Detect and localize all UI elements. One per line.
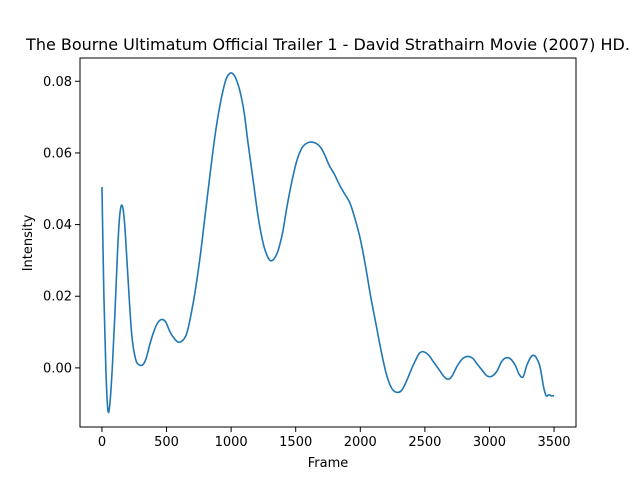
y-tick-label: 0.08 xyxy=(43,75,72,90)
x-tick-label: 1500 xyxy=(279,435,312,450)
y-tick-label: 0.02 xyxy=(43,290,72,305)
y-axis-label: Intensity xyxy=(21,214,36,271)
y-tick-label: 0.06 xyxy=(43,146,72,161)
x-axis-label: Frame xyxy=(308,456,349,471)
plot-area-frame xyxy=(79,57,577,428)
x-tick-label: 1000 xyxy=(215,435,248,450)
x-tick-label: 3500 xyxy=(537,435,570,450)
x-tick-label: 2500 xyxy=(408,435,441,450)
chart-title: The Bourne Ultimatum Official Trailer 1 … xyxy=(25,35,630,54)
x-tick-label: 2000 xyxy=(344,435,377,450)
series-line xyxy=(101,72,555,414)
x-tick-label: 500 xyxy=(154,435,179,450)
y-tick-label: 0.00 xyxy=(43,361,72,376)
x-tick-label: 0 xyxy=(98,435,106,450)
x-tick-label: 3000 xyxy=(473,435,506,450)
plot-layer xyxy=(101,72,555,414)
ticks-layer: 0 500 1000 1500 2000 2500 3000 3500 0.00 0.02 0.04… xyxy=(43,75,571,450)
y-tick-label: 0.04 xyxy=(43,218,72,233)
